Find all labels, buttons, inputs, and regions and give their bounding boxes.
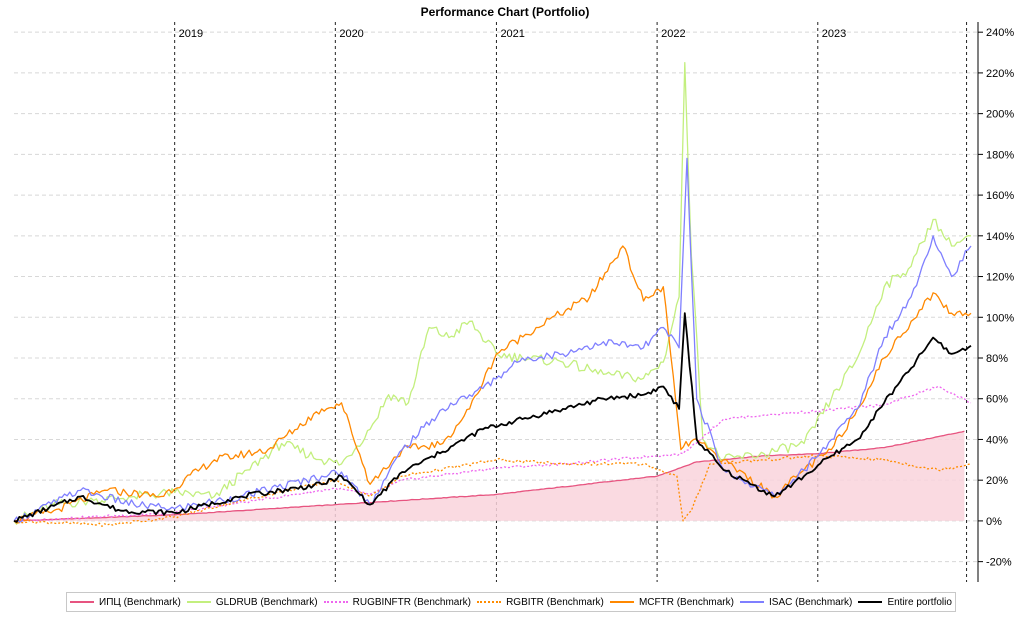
legend-label: ISAC (Benchmark)	[769, 596, 853, 608]
y-tick-label: 200%	[986, 109, 1014, 121]
y-tick-label: 100%	[986, 312, 1014, 324]
series-line	[13, 62, 972, 525]
legend-swatch	[858, 601, 883, 603]
legend-item: ИПЦ (Benchmark)	[70, 597, 181, 608]
legend-item: MCFTR (Benchmark)	[609, 596, 734, 608]
y-tick-label: 240%	[986, 27, 1014, 39]
series-area	[14, 431, 965, 521]
y-tick-label: 0%	[986, 516, 1002, 528]
y-tick-label: -20%	[986, 557, 1012, 569]
legend-swatch	[740, 601, 765, 603]
legend-label: RGBITR (Benchmark)	[506, 596, 604, 608]
legend-label: ИПЦ (Benchmark)	[99, 596, 181, 608]
year-label: 2023	[822, 28, 846, 40]
series-lines	[13, 62, 972, 527]
legend-item: Entire portfolio	[858, 596, 952, 608]
y-tick-label: 180%	[986, 149, 1014, 161]
y-tick-label: 160%	[986, 190, 1014, 202]
year-divider-lines: 2019 2020 2021 2022 2023	[174, 22, 968, 582]
y-tick-label: 40%	[986, 434, 1008, 446]
y-tick-label: 60%	[986, 394, 1008, 406]
chart-title: Performance Chart (Portfolio)	[421, 5, 590, 19]
y-tick-label: 120%	[986, 272, 1014, 284]
legend: ИПЦ (Benchmark) GLDRUB (Benchmark) RUGBINF…	[66, 592, 956, 612]
legend-label: Entire portfolio	[887, 596, 952, 608]
legend-label: GLDRUB (Benchmark)	[215, 596, 318, 608]
year-label: 2022	[661, 28, 685, 40]
y-tick-label: 220%	[986, 68, 1014, 80]
year-label: 2020	[339, 28, 363, 40]
y-tick-label: 140%	[986, 231, 1014, 243]
legend-swatch	[323, 601, 348, 603]
series-line	[13, 157, 972, 523]
legend-swatch	[609, 601, 634, 603]
series-line	[13, 312, 972, 523]
year-label: 2021	[500, 28, 524, 40]
series-line	[13, 454, 972, 527]
legend-label: RUGBINFTR (Benchmark)	[352, 596, 472, 608]
series-line	[13, 430, 965, 522]
year-label: 2019	[179, 28, 203, 40]
legend-swatch	[186, 601, 211, 603]
legend-item: RUGBINFTR (Benchmark)	[323, 596, 472, 608]
legend-item: GLDRUB (Benchmark)	[186, 596, 318, 608]
legend-item: RGBITR (Benchmark)	[477, 597, 604, 608]
y-tick-label: 80%	[986, 353, 1008, 365]
legend-item: ISAC (Benchmark)	[740, 597, 852, 608]
y-tick-label: 20%	[986, 475, 1008, 487]
y-axis: -20% 0% 20% 40% 60% 80% 100% 120% 140% 160% 180% 20…	[977, 22, 1014, 582]
legend-swatch	[477, 601, 502, 603]
legend-label: MCFTR (Benchmark)	[638, 596, 734, 608]
legend-swatch	[70, 601, 95, 603]
